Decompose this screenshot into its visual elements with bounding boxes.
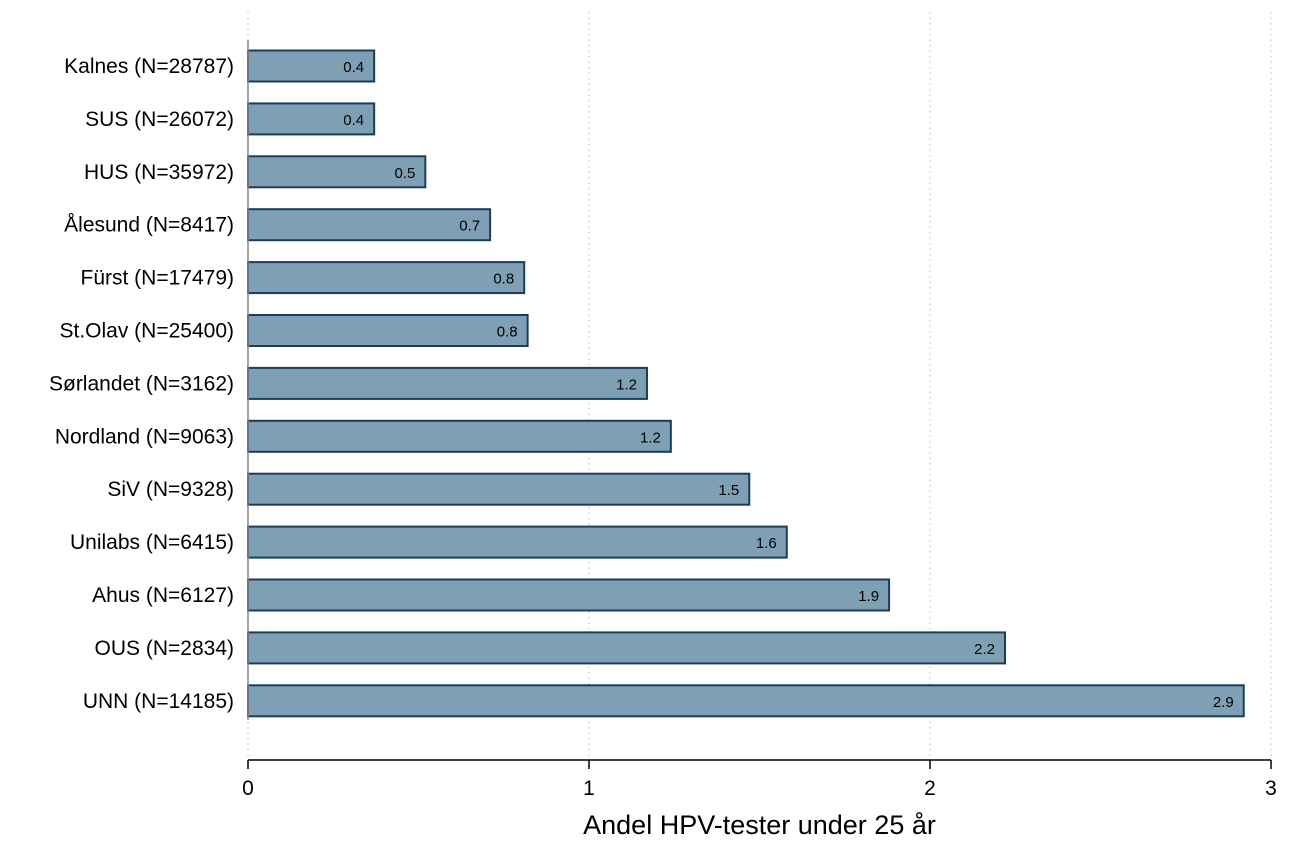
bar-value-label: 0.7 [459, 218, 480, 235]
bar [247, 419, 672, 453]
category-label: UNN (N=14185) [83, 690, 234, 713]
bar [247, 314, 529, 347]
category-label: Kalnes (N=28787) [64, 55, 234, 78]
x-axis-label: Andel HPV-tester under 25 år [583, 810, 936, 840]
bar-value-label: 1.2 [616, 376, 637, 393]
x-tick-label: 2 [924, 777, 936, 800]
axes: Kalnes (N=28787) SUS (N=26072) HUS (N=3597… [49, 40, 1277, 800]
bar-value-label: 0.8 [493, 271, 514, 288]
bar-value-label: 1.2 [640, 429, 661, 446]
bar-value-label: 1.6 [756, 535, 777, 552]
bar [247, 366, 648, 400]
bar-value-label: 0.4 [343, 59, 364, 76]
x-tick-label: 1 [583, 777, 595, 800]
bar [247, 631, 1007, 665]
category-label: Unilabs (N=6415) [70, 531, 234, 554]
x-tick-label: 0 [242, 777, 254, 800]
bar-value-label: 0.4 [343, 112, 364, 129]
bar [247, 102, 376, 136]
bar-value-label: 0.8 [497, 324, 518, 341]
bars: 0.4 0.4 0.5 0.7 0.8 0.8 1.2 1.2 1.5 1.6 1.9 2.2 2.9 [247, 49, 1245, 718]
category-label: St.Olav (N=25400) [59, 320, 234, 343]
category-label: Ahus (N=6127) [92, 584, 234, 607]
category-label: SiV (N=9328) [107, 478, 234, 501]
category-label: Sørlandet (N=3162) [49, 372, 234, 395]
category-label: Fürst (N=17479) [81, 267, 234, 290]
bar [247, 208, 492, 242]
bar-value-label: 0.5 [394, 165, 415, 182]
category-label: HUS (N=35972) [84, 161, 234, 184]
bar-value-label: 2.9 [1213, 694, 1234, 711]
category-label: SUS (N=26072) [85, 108, 234, 131]
category-label: OUS (N=2834) [95, 637, 234, 660]
category-label: Ålesund (N=8417) [64, 214, 234, 237]
bar [247, 525, 788, 559]
bar-value-label: 2.2 [974, 641, 995, 658]
bar [247, 578, 891, 612]
bar [247, 472, 751, 506]
bar-value-label: 1.9 [858, 588, 879, 605]
bar [247, 684, 1245, 718]
bar [247, 261, 526, 295]
bar-value-label: 1.5 [718, 482, 739, 499]
x-tick-label: 3 [1265, 777, 1277, 800]
bar [247, 155, 427, 189]
category-label: Nordland (N=9063) [55, 425, 234, 448]
